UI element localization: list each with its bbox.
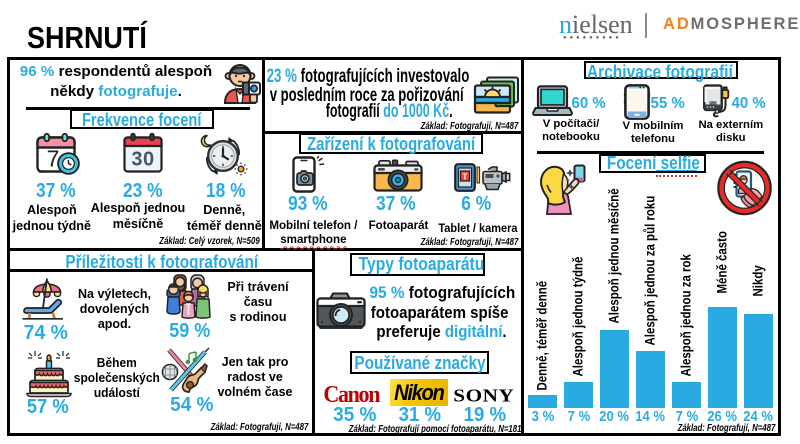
svg-text:30: 30: [131, 149, 154, 171]
svg-text:T: T: [463, 173, 468, 182]
svg-text:7: 7: [47, 146, 60, 172]
